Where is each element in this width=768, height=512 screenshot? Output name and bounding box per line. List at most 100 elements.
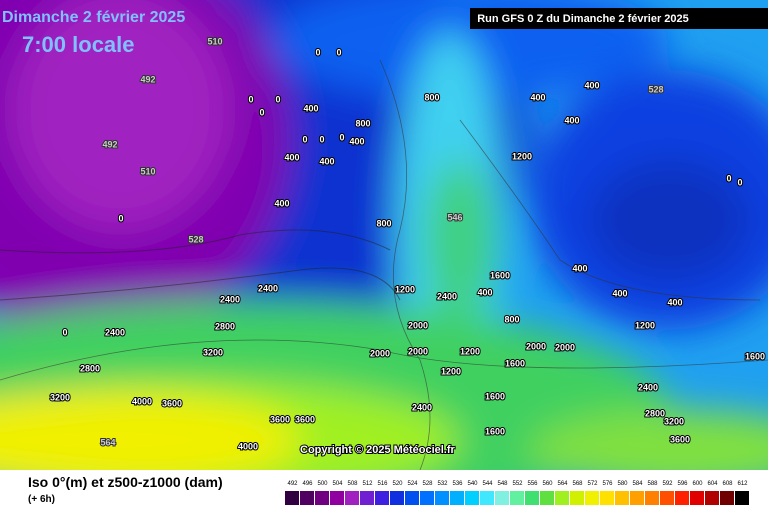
legend-swatch: [630, 491, 644, 505]
contour-label: 2000: [408, 346, 428, 356]
legend-swatch: [420, 491, 434, 505]
contour-label: 400: [319, 156, 334, 166]
legend-label: 540: [467, 481, 478, 487]
legend-swatch: [690, 491, 704, 505]
legend-swatch: [465, 491, 479, 505]
contour-label: 400: [667, 297, 682, 307]
contour-label: 2000: [555, 342, 575, 352]
contour-label: 2000: [370, 348, 390, 358]
contour-label: 0: [315, 47, 320, 57]
contour-label: 528: [648, 84, 663, 94]
legend-label: 508: [347, 481, 358, 487]
contour-label: 400: [564, 115, 579, 125]
legend-label: 532: [437, 481, 448, 487]
contour-label: 1200: [635, 320, 655, 330]
footer-step: (+ 6h): [28, 494, 55, 505]
legend-label: 576: [602, 481, 613, 487]
legend-label: 564: [557, 481, 568, 487]
legend-swatch: [540, 491, 554, 505]
legend-label: 584: [632, 481, 643, 487]
contour-label: 1200: [460, 346, 480, 356]
contour-label: 2800: [645, 408, 665, 418]
legend-swatch: [345, 491, 359, 505]
legend-label: 528: [422, 481, 433, 487]
contour-label: 0: [737, 177, 742, 187]
legend-label: 612: [737, 481, 748, 487]
contour-label: 1600: [505, 358, 525, 368]
contour-label: 0: [336, 47, 341, 57]
legend-swatch: [585, 491, 599, 505]
contour-label: 400: [572, 263, 587, 273]
legend-label: 536: [452, 481, 463, 487]
contour-label: 1200: [441, 366, 461, 376]
contour-label: 2400: [412, 402, 432, 412]
legend-label: 524: [407, 481, 418, 487]
contour-label: 800: [424, 92, 439, 102]
contour-label: 2400: [638, 382, 658, 392]
legend-swatch: [390, 491, 404, 505]
contour-label: 400: [612, 288, 627, 298]
legend-swatch: [450, 491, 464, 505]
legend-swatch: [735, 491, 749, 505]
contour-label: 1200: [512, 151, 532, 161]
contour-label: 0: [62, 327, 67, 337]
legend-swatch: [495, 491, 509, 505]
contour-label: 546: [447, 212, 462, 222]
legend-label: 544: [482, 481, 493, 487]
legend-swatch: [480, 491, 494, 505]
legend-label: 600: [692, 481, 703, 487]
legend-swatch: [660, 491, 674, 505]
contour-label: 0: [319, 134, 324, 144]
legend-label: 568: [572, 481, 583, 487]
legend-label: 604: [707, 481, 718, 487]
contour-label: 1600: [485, 391, 505, 401]
legend-swatch: [285, 491, 299, 505]
contour-label: 400: [349, 136, 364, 146]
legend-label: 560: [542, 481, 553, 487]
contour-label: 1200: [395, 284, 415, 294]
contour-label: 3600: [162, 398, 182, 408]
legend-swatch: [615, 491, 629, 505]
legend-label: 552: [512, 481, 523, 487]
legend-label: 556: [527, 481, 538, 487]
legend-swatch: [405, 491, 419, 505]
legend-label: 496: [302, 481, 313, 487]
legend-label: 520: [392, 481, 403, 487]
contour-label: 1600: [485, 426, 505, 436]
legend-label: 580: [617, 481, 628, 487]
contour-label: 1600: [745, 351, 765, 361]
copyright: Copyright © 2025 Météociel.fr: [300, 444, 456, 456]
legend-label: 512: [362, 481, 373, 487]
legend-swatch: [330, 491, 344, 505]
contour-label: 4000: [132, 396, 152, 406]
legend-swatch: [645, 491, 659, 505]
legend-swatch: [315, 491, 329, 505]
contour-label: 400: [274, 198, 289, 208]
contour-label: 0: [302, 134, 307, 144]
contour-label: 492: [102, 139, 117, 149]
contour-label: 528: [188, 234, 203, 244]
contour-label: 2800: [215, 321, 235, 331]
footer-title: Iso 0°(m) et z500-z1000 (dam): [28, 474, 223, 490]
legend-label: 592: [662, 481, 673, 487]
contour-label: 0: [259, 107, 264, 117]
contour-label: 3600: [670, 434, 690, 444]
legend-label: 492: [287, 481, 298, 487]
contour-label: 400: [584, 80, 599, 90]
legend-swatch: [300, 491, 314, 505]
contour-label: 0: [248, 94, 253, 104]
contour-label: 3600: [295, 414, 315, 424]
contour-label: 510: [140, 166, 155, 176]
contour-label: 3200: [664, 416, 684, 426]
legend-swatch: [360, 491, 374, 505]
contour-label: 1600: [490, 270, 510, 280]
legend-swatch: [510, 491, 524, 505]
legend-swatch: [600, 491, 614, 505]
contour-label: 510: [207, 36, 222, 46]
contour-label: 800: [376, 218, 391, 228]
contour-label: 400: [284, 152, 299, 162]
contour-label: 400: [303, 103, 318, 113]
contour-label: 400: [530, 92, 545, 102]
